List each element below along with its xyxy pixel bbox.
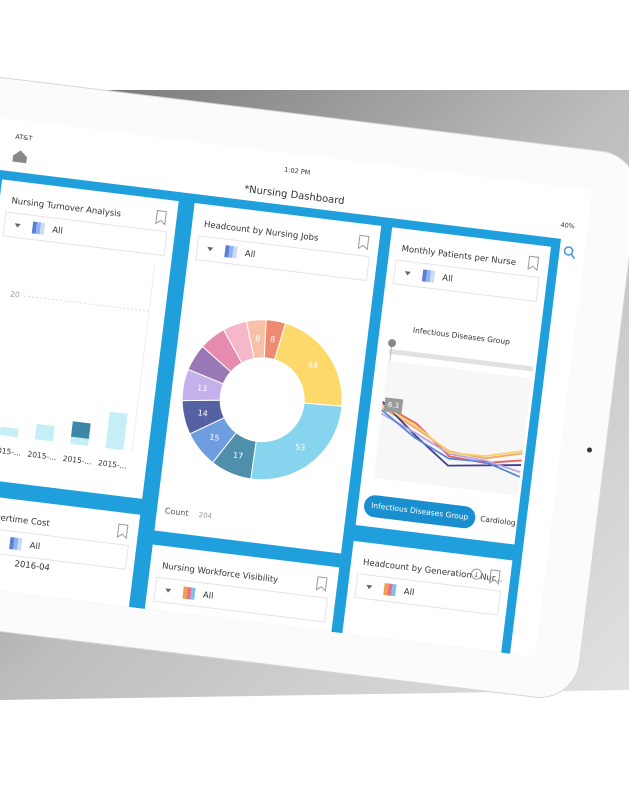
bar [70, 421, 91, 439]
screen: AT&T 1:02 PM 40% *Nursing Dashboard Nurs… [0, 111, 593, 657]
info-icon[interactable] [471, 568, 483, 580]
bar [34, 423, 55, 442]
filter-label: All [202, 590, 214, 601]
filter-chip [383, 583, 389, 596]
tabs: Infectious Diseases Group Cardiolog [363, 494, 517, 529]
period-label: 2016-04 [14, 559, 50, 573]
filter-chip [190, 587, 196, 600]
x-tick-label: 2015-... [62, 454, 92, 466]
grid-line [23, 295, 150, 312]
battery: 40% [560, 221, 575, 231]
filter-arrow [14, 223, 21, 228]
filter-label: All [52, 225, 64, 236]
filter-chip [425, 269, 432, 283]
bookmark-icon[interactable] [488, 569, 501, 585]
tooltip-box [383, 397, 404, 414]
segment-label: 13 [197, 383, 208, 393]
filter-chip [232, 246, 238, 259]
tab-label[interactable]: Cardiolog [480, 514, 517, 527]
segment-label: 8 [270, 335, 276, 345]
filter-arrow [165, 588, 172, 593]
tooltip-value: 6.3 [387, 401, 399, 410]
series-line [381, 404, 523, 457]
filter-chip [224, 245, 230, 258]
filter-arrow [366, 584, 373, 590]
series-line [381, 406, 523, 460]
home-icon[interactable] [12, 150, 27, 164]
donut-segment [263, 319, 287, 361]
bookmark-icon[interactable] [315, 576, 328, 592]
filter-chip [228, 245, 234, 259]
filter-chip [35, 221, 42, 235]
carrier: AT&T [15, 133, 33, 143]
clock: 1:02 PM [284, 166, 311, 177]
info-icon-bar [475, 572, 478, 578]
filter-chip [13, 537, 19, 550]
x-tick-label: 2015-... [27, 450, 57, 462]
segment-label: 17 [233, 451, 244, 461]
x-tick-label: 2015-... [0, 445, 22, 457]
total-label: Count [164, 506, 189, 518]
filter-label: All [29, 541, 41, 552]
total-value: 204 [198, 511, 213, 521]
filter-chip [31, 221, 38, 234]
search-icon[interactable] [563, 246, 574, 256]
plot-bg [373, 360, 532, 496]
filter-chip [429, 270, 436, 283]
bar [105, 411, 128, 451]
segment-label: 14 [197, 408, 208, 418]
filter-label: All [442, 273, 454, 284]
search-icon-handle [570, 253, 576, 260]
filter-chip [9, 537, 15, 550]
filter-box[interactable] [195, 235, 370, 282]
slider-pin[interactable] [388, 339, 397, 348]
filter-chip [182, 586, 188, 599]
bookmark-icon[interactable] [116, 523, 129, 540]
bar [0, 426, 19, 438]
bookmark-icon[interactable] [357, 234, 370, 251]
bar [70, 436, 89, 446]
filter-chip [39, 222, 46, 235]
y-tick-label: 20 [10, 289, 21, 299]
filter-label: All [403, 587, 415, 598]
plot-edge [131, 263, 156, 452]
filter-chip [391, 583, 397, 597]
x-tick-label: 2015-... [97, 458, 127, 470]
camera-dot [586, 447, 592, 453]
filter-chip [17, 538, 23, 551]
series-line [382, 403, 522, 464]
slider-track[interactable] [388, 348, 534, 372]
segment-label: 8 [255, 334, 261, 344]
filter-chip [387, 583, 393, 596]
segment-label: 44 [307, 360, 318, 370]
filter-label: All [244, 249, 256, 260]
segment-label: 53 [295, 442, 306, 452]
bookmark-icon[interactable] [155, 209, 167, 226]
filter-chip [186, 587, 192, 600]
bookmark-icon[interactable] [527, 255, 540, 272]
series-line [380, 412, 521, 473]
filter-chip [421, 269, 428, 282]
tablet: AT&T 1:02 PM 40% *Nursing Dashboard Nurs… [0, 72, 629, 698]
filter-box[interactable] [153, 576, 329, 623]
tab-active[interactable] [363, 494, 477, 529]
donut-segment [250, 402, 343, 481]
filter-arrow [404, 271, 411, 276]
filter-arrow [207, 246, 214, 252]
series-line [381, 409, 521, 478]
card [154, 203, 382, 554]
segment-label: 15 [209, 433, 220, 443]
